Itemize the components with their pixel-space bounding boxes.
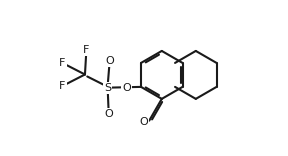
Text: O: O xyxy=(104,109,113,119)
Text: O: O xyxy=(139,117,148,127)
Text: S: S xyxy=(104,83,111,93)
Text: O: O xyxy=(122,83,131,93)
Text: F: F xyxy=(83,45,89,55)
Text: F: F xyxy=(58,58,65,68)
Text: O: O xyxy=(105,56,114,66)
Text: F: F xyxy=(58,80,65,90)
